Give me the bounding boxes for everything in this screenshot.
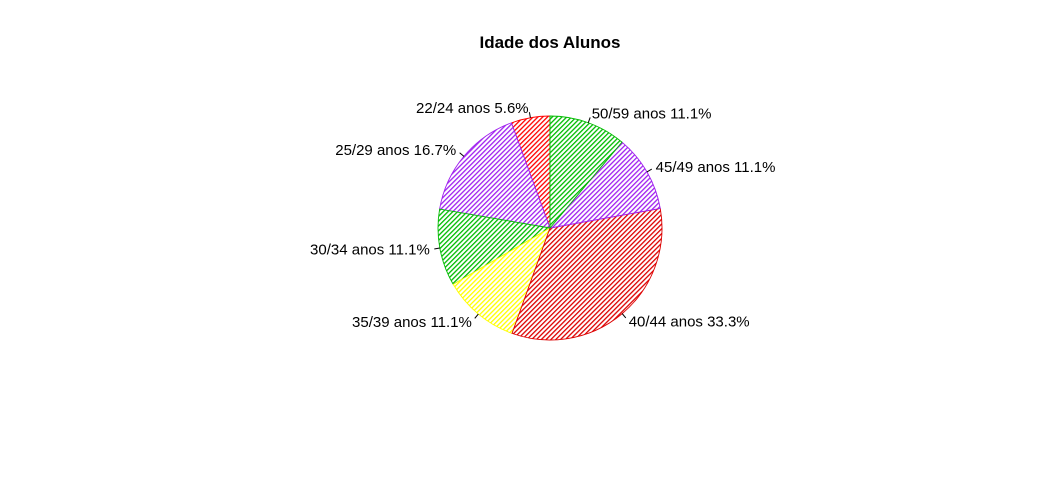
slice-label: 35/39 anos 11.1% — [352, 314, 472, 331]
slice-label: 45/49 anos 11.1% — [656, 159, 776, 176]
pie-slice — [452, 226, 551, 334]
slice-label: 50/59 anos 11.1% — [592, 105, 712, 122]
label-leaders — [434, 112, 653, 319]
slice-label: 40/44 anos 33.3% — [629, 313, 750, 330]
slice-label: 25/29 anos 16.7% — [335, 142, 456, 159]
slice-label: 22/24 anos 5.6% — [416, 100, 529, 117]
pie-slices — [437, 115, 663, 341]
slice-label: 30/34 anos 11.1% — [310, 242, 430, 259]
pie-slice — [548, 141, 661, 229]
chart-title: Idade dos Alunos — [479, 33, 620, 52]
label-leader — [587, 117, 591, 123]
label-leader — [434, 247, 440, 250]
label-leader — [459, 152, 465, 157]
pie-slice — [511, 207, 663, 341]
slice-labels: 22/24 anos 5.6% 25/29 anos 16.7% 30/34 ano… — [310, 100, 775, 331]
pie-slice — [437, 208, 552, 286]
label-leader — [621, 313, 627, 319]
label-leader — [646, 168, 653, 173]
label-leader — [474, 313, 479, 319]
pie-slice — [549, 115, 623, 230]
label-leader — [528, 112, 531, 118]
